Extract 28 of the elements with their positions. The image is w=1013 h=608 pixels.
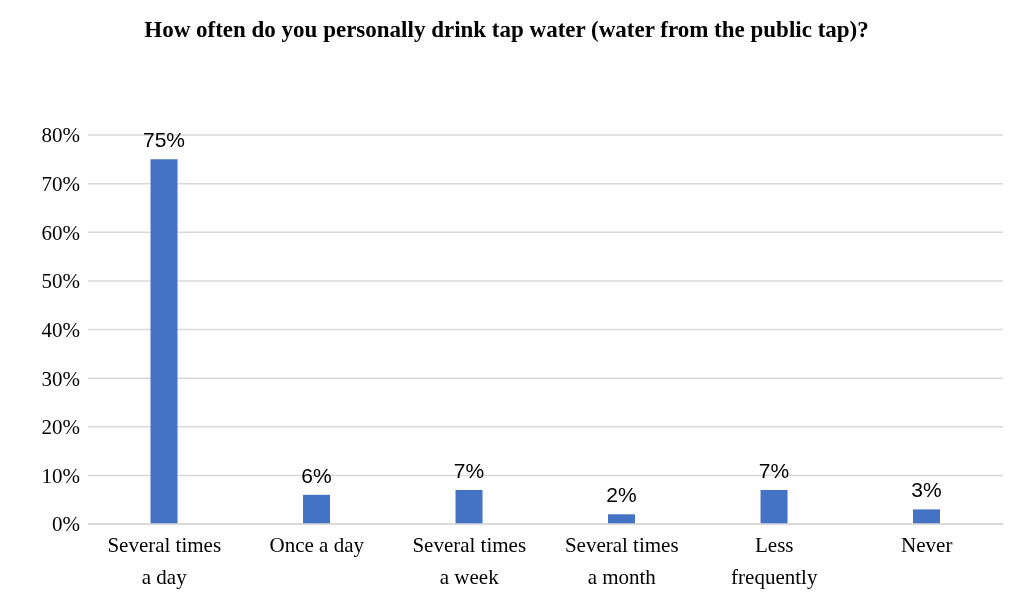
bar xyxy=(760,489,788,524)
bar xyxy=(913,509,941,524)
y-tick-label: 10% xyxy=(41,463,80,488)
x-tick-label: Several times a month xyxy=(564,533,679,589)
data-label: 7% xyxy=(758,458,790,482)
data-label: 6% xyxy=(301,463,332,487)
x-tick-label: Once a day xyxy=(269,533,365,557)
y-tick-label: 20% xyxy=(41,415,80,440)
bar xyxy=(303,494,331,524)
x-tick-label: Several times a week xyxy=(412,533,527,589)
y-tick-label: 0% xyxy=(52,512,80,537)
data-label: 7% xyxy=(453,458,485,482)
bar xyxy=(455,489,483,524)
x-tick-label: Several times a day xyxy=(107,533,222,589)
data-label: 3% xyxy=(911,478,942,502)
data-label: 75% xyxy=(143,128,186,152)
y-tick-label: 30% xyxy=(41,366,80,391)
bar xyxy=(608,514,636,524)
x-tick-label: Never xyxy=(901,533,953,557)
y-tick-label: 70% xyxy=(41,172,80,197)
chart-title: How often do you personally drink tap water (water from the public tap)? xyxy=(143,16,870,44)
x-tick-label: Less frequently xyxy=(731,533,818,589)
data-label: 2% xyxy=(606,483,637,507)
y-tick-label: 40% xyxy=(41,317,80,342)
y-tick-label: 60% xyxy=(41,220,80,245)
y-tick-label: 80% xyxy=(41,123,80,148)
y-tick-label: 50% xyxy=(41,269,80,294)
bar xyxy=(150,159,178,524)
